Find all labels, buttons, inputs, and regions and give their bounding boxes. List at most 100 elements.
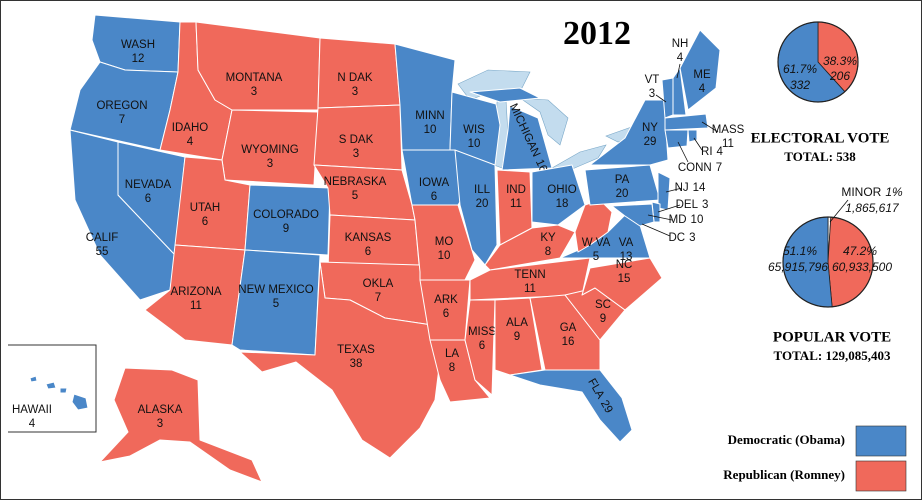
state-shape <box>664 113 709 131</box>
state-name: NEVADA <box>125 179 172 191</box>
state: ARK 6 <box>419 279 471 341</box>
state: ARIZONA 11 <box>144 244 246 346</box>
pies: 38.3%206 61.7% 332 ELECTORAL VOTE TOTAL: 538… <box>751 21 903 363</box>
state-name: UTAH <box>190 202 220 214</box>
state: TENN 11 <box>469 257 591 301</box>
state-votes: 6 <box>431 191 437 203</box>
state-shape <box>244 184 331 256</box>
state-name: MISS <box>468 326 496 338</box>
state-name: MONTANA <box>226 72 283 84</box>
state-name: W VA <box>582 237 611 249</box>
legend-swatch <box>855 425 907 457</box>
leader-line <box>641 223 671 237</box>
state-name: ME <box>693 69 711 81</box>
state-votes: 12 <box>132 53 145 65</box>
state-name: RI <box>701 146 713 158</box>
inset-frame <box>8 344 97 433</box>
leader-line <box>676 63 681 79</box>
pie-count: 1,865,617 <box>845 201 900 215</box>
state: WIS 10 <box>449 91 501 169</box>
pie-title: ELECTORAL VOTE <box>751 130 890 146</box>
state-name: IND <box>506 184 526 196</box>
state: NEBRASKA 5 <box>313 164 416 221</box>
state-votes: 6 <box>145 193 151 205</box>
leader-line <box>665 187 683 193</box>
state-shape <box>239 261 441 459</box>
state: TEXAS 38 <box>239 261 441 459</box>
state-name: MO <box>435 236 454 248</box>
leader-line <box>829 199 849 223</box>
state: MONTANA 3 <box>195 21 321 111</box>
state-votes: 9 <box>514 331 520 343</box>
state: VT 3 <box>645 74 674 119</box>
state-votes: 3 <box>702 199 708 211</box>
state-votes: 7 <box>119 114 125 126</box>
state-name: ALA <box>506 317 528 329</box>
state-votes: 3 <box>267 158 273 170</box>
legend: Democratic (Obama) Republican (Romney) <box>723 425 907 492</box>
state-name: NC <box>616 259 633 271</box>
state-votes: 6 <box>443 308 449 320</box>
pie-total: TOTAL: 129,085,403 <box>774 348 891 363</box>
state-name: ILL <box>474 184 491 196</box>
state-name: CALIF <box>86 232 119 244</box>
state-name: SC <box>595 299 611 311</box>
legend-label: Republican (Romney) <box>723 467 845 482</box>
state-shape <box>464 299 496 396</box>
state-votes: 11 <box>722 138 734 150</box>
state-shape <box>469 87 553 171</box>
leader-line <box>657 204 681 213</box>
state-name: VA <box>619 237 634 249</box>
state-shape <box>574 199 613 253</box>
state-name: IDAHO <box>172 122 208 134</box>
pie-count: 60,933,500 <box>832 260 892 274</box>
state-votes: 6 <box>365 246 371 258</box>
state-votes: 20 <box>616 188 629 200</box>
state-shape <box>469 257 591 301</box>
state-name: MD <box>669 214 687 226</box>
state-name: KANSAS <box>345 232 392 244</box>
pie-percent: 61.7% <box>783 62 817 76</box>
state-name: OKLA <box>363 278 394 290</box>
state-votes: 9 <box>600 313 606 325</box>
state-votes: 3 <box>689 232 695 244</box>
state-votes: 5 <box>273 298 279 310</box>
state-label: DC 3 <box>668 232 695 244</box>
state: COLORADO 9 <box>244 184 331 256</box>
state-votes: 8 <box>545 246 551 258</box>
leader-line <box>655 94 667 103</box>
state-shape <box>531 164 586 226</box>
state-shape <box>221 109 319 186</box>
state-votes: 7 <box>716 162 722 174</box>
state-votes: 29 <box>598 398 615 415</box>
leader-line <box>647 214 673 221</box>
state-votes: 8 <box>449 362 455 374</box>
states: WASH 12 OREGON 7 CALIF 5 5 NEVADA 6 IDAHO 4 MONTANA… <box>12 14 745 483</box>
state-name: NY <box>642 122 658 134</box>
state-votes: 4 <box>187 136 194 148</box>
state-votes: 3 <box>352 86 358 98</box>
state-name: OREGON <box>96 100 147 112</box>
state-name: CONN <box>678 162 712 174</box>
state: MASS 11 <box>664 113 745 150</box>
state: S DAK 3 <box>313 104 403 171</box>
state-label: CONN 7 <box>678 162 722 174</box>
leader-line <box>677 141 689 163</box>
state-name: ARIZONA <box>170 286 221 298</box>
state-shape <box>672 67 687 116</box>
state-name: TENN <box>514 269 545 281</box>
leader-line <box>701 121 719 133</box>
state-name: KY <box>540 232 556 244</box>
state-votes: 16 <box>562 336 575 348</box>
state-votes: 5 <box>352 190 358 202</box>
state-votes: 3 <box>157 418 163 430</box>
minor-percent: 1% <box>885 185 903 199</box>
state: GA 16 <box>529 294 601 371</box>
pie-count: 206 <box>829 69 850 83</box>
state-name: ALASKA <box>138 404 183 416</box>
state-votes: 18 <box>556 198 569 210</box>
state: FLA29 <box>509 369 633 443</box>
state: ME 4 <box>679 29 721 111</box>
state-name: WASH <box>121 39 155 51</box>
